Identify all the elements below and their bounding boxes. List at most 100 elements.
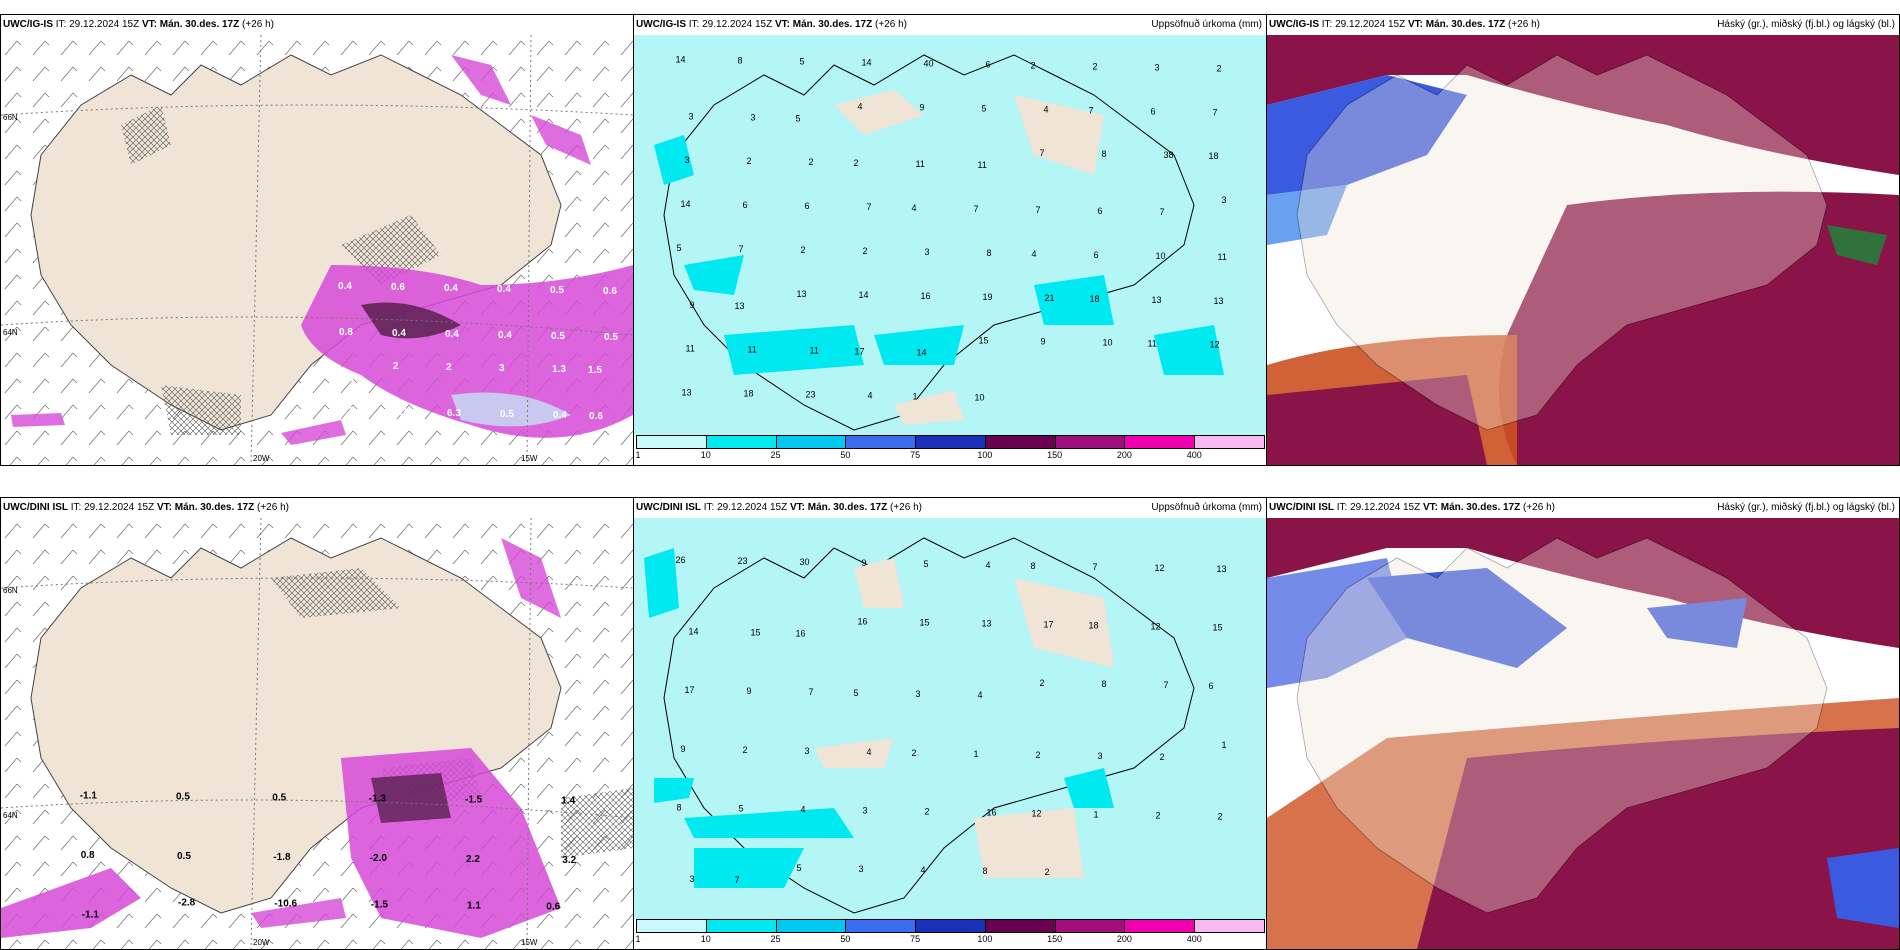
map-value-label: 2.9 — [340, 373, 354, 384]
map-value-label: 0.4 — [392, 328, 406, 339]
colorbar-tick: 75 — [910, 450, 921, 460]
map-value-label: 6 — [1098, 206, 1103, 216]
map-value-label: 3 — [863, 806, 868, 816]
map-value-label: 11 — [916, 159, 925, 169]
map-value-label: 2 — [743, 745, 748, 755]
map-value-label: 8 — [983, 866, 988, 876]
map-value-label: 0.4 — [498, 330, 512, 341]
colorbar-swatch — [1054, 919, 1126, 933]
map-value-label: 40 — [924, 58, 934, 68]
map-value-label: 9 — [920, 102, 925, 112]
map-value-label: 14 — [676, 54, 686, 64]
colorbar-tick: 50 — [840, 450, 851, 460]
map-value-label: 17 — [685, 685, 695, 695]
map-value-label: 2 — [912, 748, 917, 758]
map-value-label: 26 — [676, 555, 686, 565]
map-value-label: 1 — [1094, 810, 1099, 820]
map-value-label: 3 — [751, 112, 756, 122]
colorbar-swatch — [845, 919, 917, 933]
map-value-label: 5 — [854, 688, 859, 698]
map-value-label: 0.8 — [81, 850, 95, 861]
panel-header: UWC/IG-IS IT: 29.12.2024 15Z VT: Mán. 30… — [634, 15, 1266, 35]
map-value-label: 3 — [499, 363, 505, 374]
map-value-label: 21 — [1045, 293, 1055, 303]
map-value-label: 0.6 — [603, 286, 617, 297]
colorbar-swatch — [1194, 435, 1265, 449]
map-value-label: 1 — [913, 392, 918, 402]
panel-header: UWC/DINI ISL IT: 29.12.2024 15Z VT: Mán.… — [1267, 498, 1899, 518]
map-value-label: 3 — [1155, 62, 1160, 72]
precip-map: 14 8 5 14 40 6 2 2 3 2 3 3 5 4 9 5 4 7 6 7 3 2 2 2 11 11 7 8 38 18 14 6… — [634, 35, 1266, 435]
map-value-label: 2 — [393, 361, 399, 372]
lon-label-15w: 15W — [521, 454, 538, 463]
map-value-label: 18 — [1209, 151, 1219, 161]
map-value-label: 1 — [974, 749, 979, 759]
colorbar-tick: 10 — [700, 450, 711, 460]
map-value-label: 4 — [1044, 104, 1049, 114]
map-value-label: 2.2 — [466, 854, 480, 865]
colorbar-tick: 400 — [1186, 934, 1202, 944]
colorbar-tick: 50 — [840, 934, 851, 944]
map-value-label: 7 — [867, 202, 872, 212]
lat-label-66n: 66N — [3, 113, 18, 122]
wind-snow-map: 66N 64N 20W 15W 0.4 0.6 0.4 0.4 0.5 0.6 0.8 0.4… — [1, 35, 633, 465]
map-value-label: 3 — [805, 746, 810, 756]
map-value-label: 23 — [738, 556, 748, 566]
colorbar-tick: 100 — [977, 934, 993, 944]
snow-depth-labels: 0.4 0.6 0.4 0.4 0.5 0.6 0.8 0.4 0.4 0.4 0.5 0.5 2.9 2… — [338, 281, 618, 422]
map-value-label: 5 — [796, 113, 801, 123]
map-value-label: 12 — [1155, 563, 1165, 573]
map-value-label: 4 — [921, 865, 926, 875]
colorbar-swatch — [636, 435, 707, 449]
map-value-label: 4 — [978, 690, 983, 700]
precip-map: 26 23 30 9 5 4 8 7 12 13 14 15 16 16 15 13 17 18 12 15 17 9 7 5… — [634, 518, 1266, 919]
map-value-label: 9 — [690, 300, 695, 310]
map-value-label: 16 — [921, 291, 931, 301]
map-value-label: 2 — [925, 807, 930, 817]
map-value-label: 9 — [862, 558, 867, 568]
map-value-label: 19 — [983, 292, 993, 302]
colorbar-tick: 25 — [770, 934, 781, 944]
colorbar-swatch — [1054, 435, 1126, 449]
map-value-label: 4 — [858, 101, 863, 111]
map-value-label: 7 — [974, 204, 979, 214]
map-value-label: 3 — [1222, 195, 1227, 205]
panel-wind-snow-igis: UWC/IG-IS IT: 29.12.2024 15Z VT: Mán. 30… — [0, 14, 634, 466]
map-value-label: 13 — [797, 289, 807, 299]
colorbar-swatch — [1124, 435, 1196, 449]
map-value-label: 7 — [1213, 107, 1218, 117]
map-value-label: 13 — [982, 619, 992, 629]
panel-precip-igis: UWC/IG-IS IT: 29.12.2024 15Z VT: Mán. 30… — [633, 14, 1267, 466]
map-value-label: 11 — [1218, 252, 1227, 262]
map-value-label: 14 — [859, 290, 869, 300]
map-value-label: 5 — [797, 863, 802, 873]
lat-label-64n: 64N — [3, 328, 18, 337]
map-value-label: 3 — [690, 874, 695, 884]
map-value-label: 0.4 — [444, 283, 458, 294]
map-value-label: -1.1 — [80, 791, 98, 802]
colorbar-tick: 25 — [770, 450, 781, 460]
map-value-label: 0.4 — [338, 281, 352, 292]
map-value-label: 30 — [800, 557, 810, 567]
panel-variable-title: Uppsöfnuð úrkoma (mm) — [1151, 502, 1262, 513]
map-value-label: 2 — [1040, 678, 1045, 688]
map-value-label: 9 — [681, 744, 686, 754]
map-value-label: 4 — [868, 391, 873, 401]
map-value-label: -2.0 — [370, 853, 388, 864]
lon-label-20w: 20W — [253, 454, 270, 463]
iceland-landmass — [663, 54, 1195, 431]
map-value-label: -10.6 — [274, 898, 297, 909]
map-value-label: 2 — [1156, 811, 1161, 821]
map-value-label: 2 — [1160, 752, 1165, 762]
map-value-label: 8 — [1031, 561, 1036, 571]
map-value-label: 7 — [1160, 207, 1165, 217]
map-value-label: 16 — [796, 629, 806, 639]
map-value-label: 1.5 — [588, 365, 602, 376]
map-value-label: 0.8 — [339, 327, 353, 338]
map-value-label: 6.3 — [447, 408, 461, 419]
map-value-label: 15 — [751, 628, 761, 638]
map-value-label: 5.5 — [341, 406, 355, 417]
colorbar-swatch — [775, 919, 847, 933]
map-value-label: 9 — [747, 686, 752, 696]
